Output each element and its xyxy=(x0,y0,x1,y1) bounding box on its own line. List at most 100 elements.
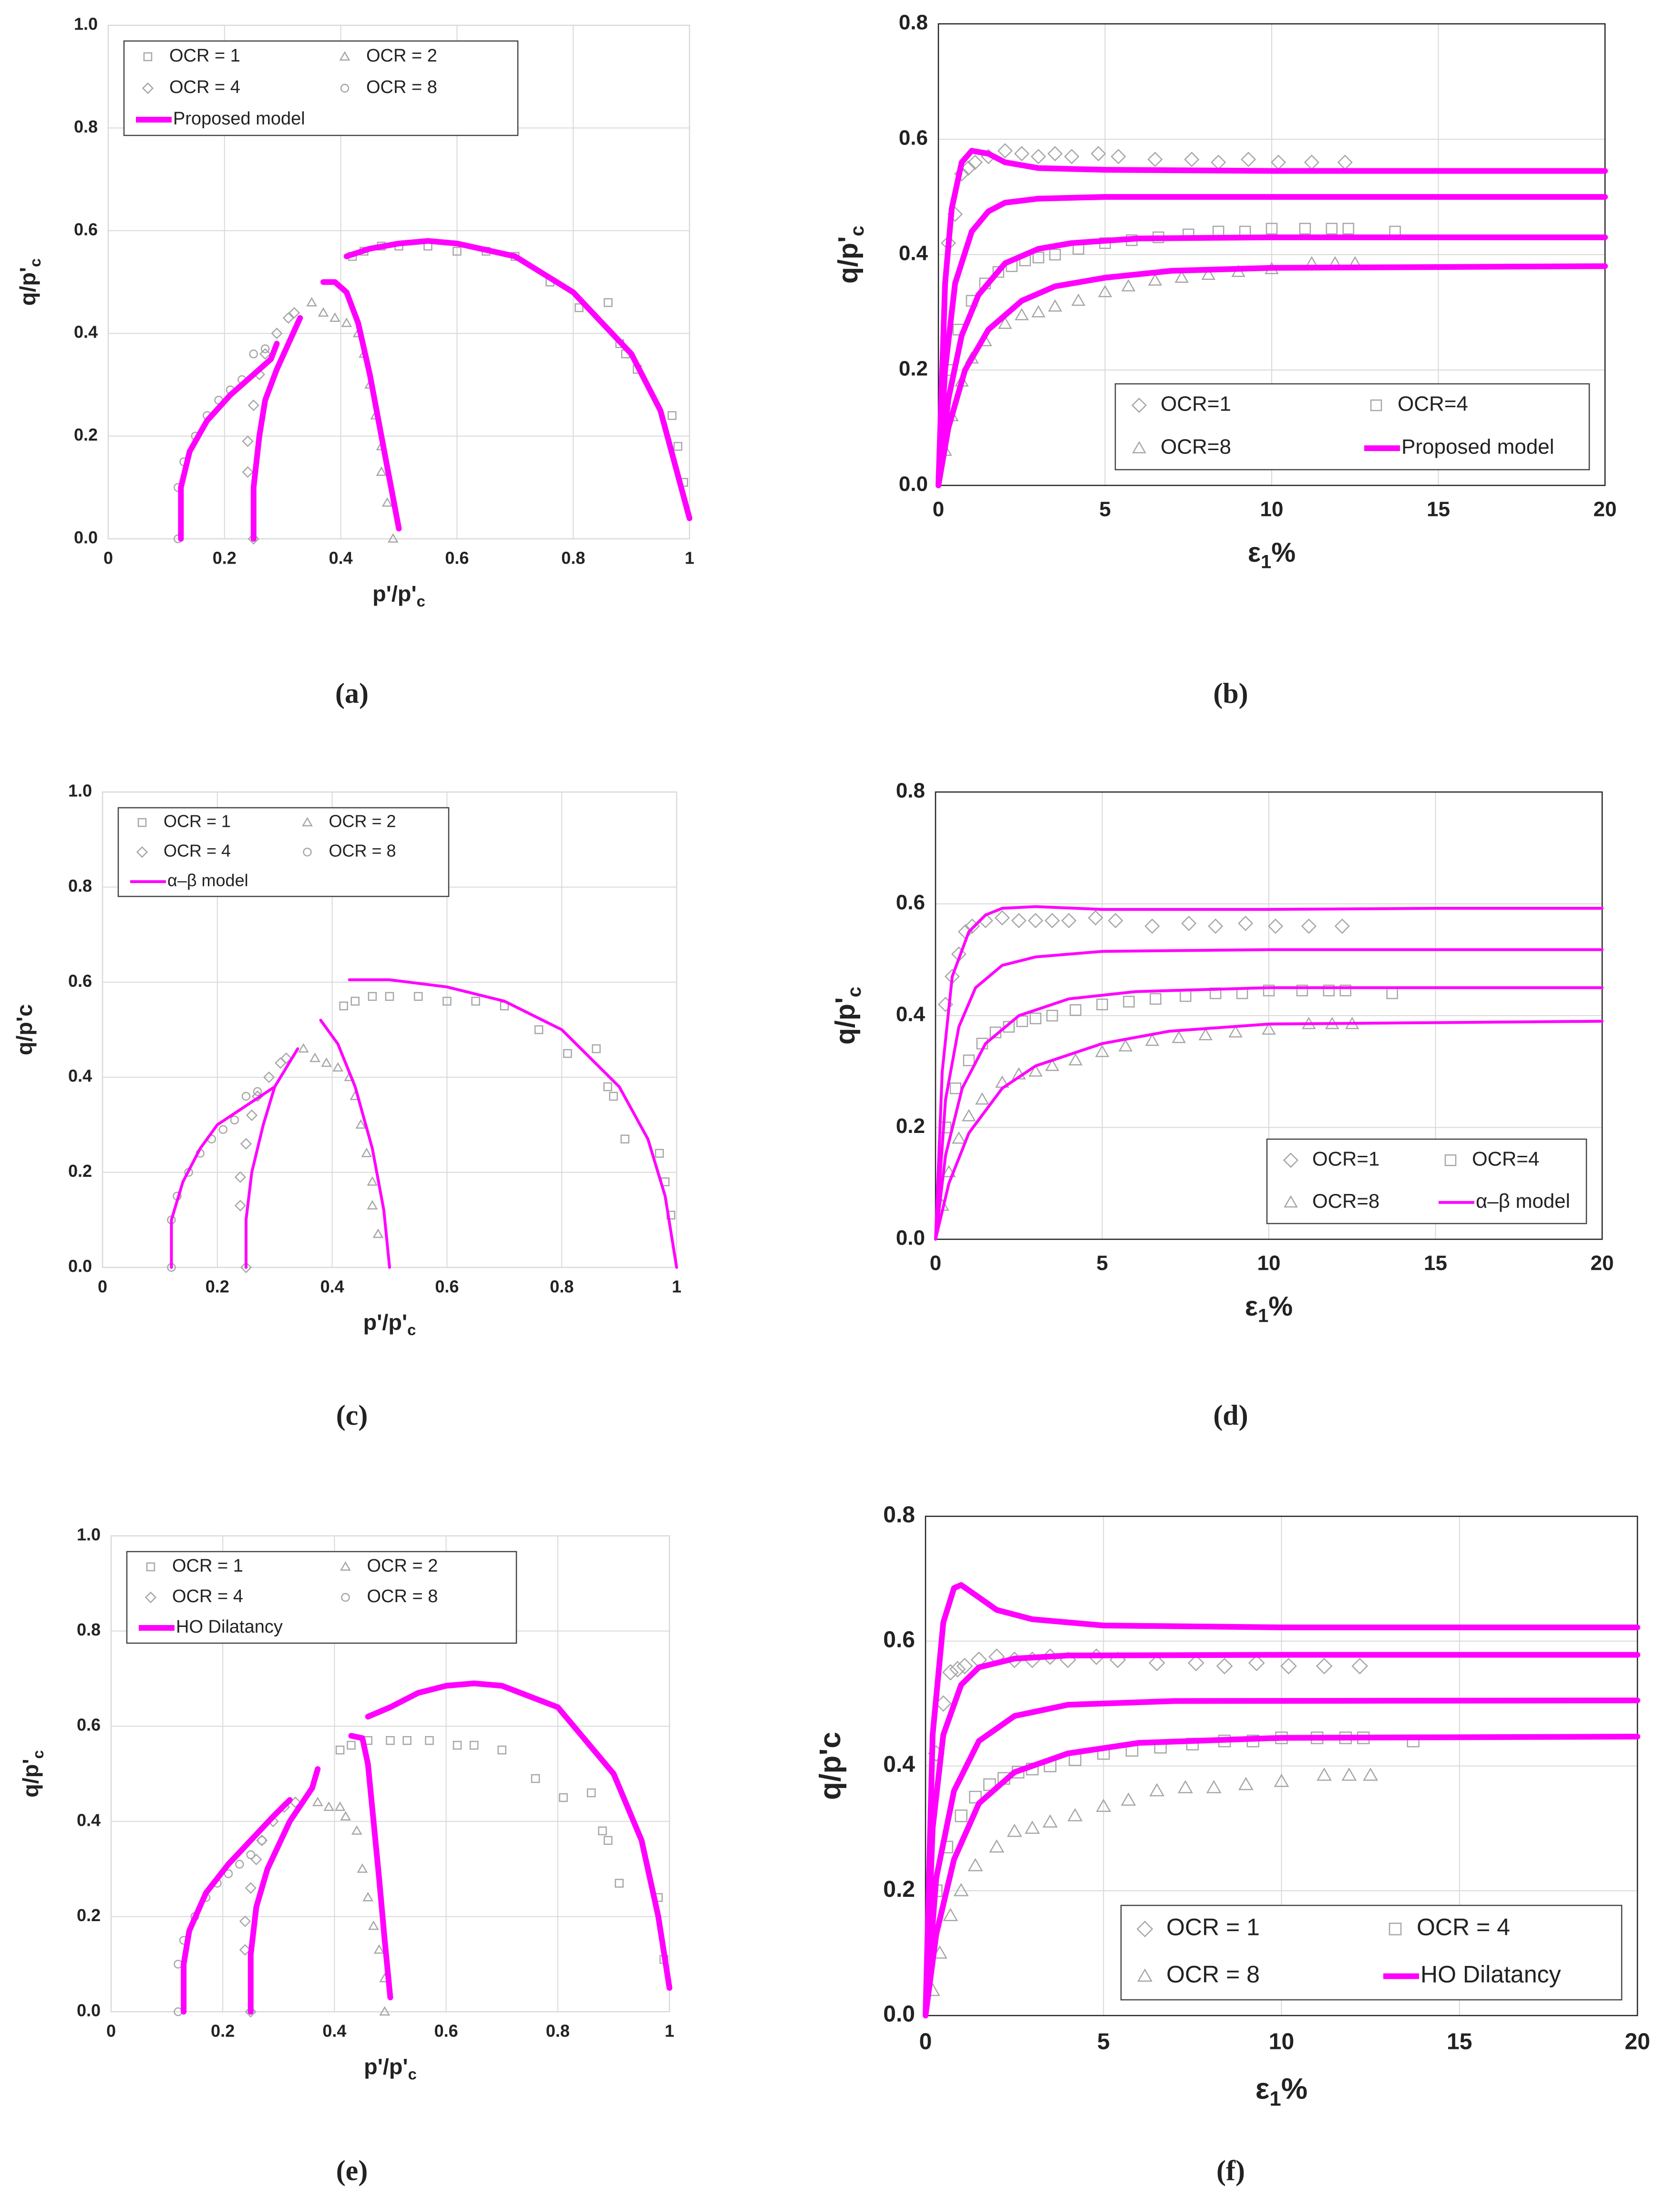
data-point xyxy=(234,1200,247,1212)
y-tick-label: 0.4 xyxy=(896,1003,926,1026)
caption: (a) xyxy=(335,678,369,709)
y-tick-label: 0.0 xyxy=(883,2002,915,2027)
data-point xyxy=(385,992,394,1001)
data-point xyxy=(1177,1780,1193,1793)
caption: (c) xyxy=(336,1399,368,1431)
data-point xyxy=(1121,1792,1136,1806)
data-point xyxy=(668,411,677,420)
data-point xyxy=(942,1165,956,1177)
data-point xyxy=(253,1087,262,1096)
data-point xyxy=(962,1109,976,1121)
data-point xyxy=(1032,251,1044,264)
data-point xyxy=(1108,913,1123,928)
data-point xyxy=(367,1176,378,1186)
data-point xyxy=(453,1740,462,1750)
data-point xyxy=(1014,146,1029,162)
x-tick-label: 0.4 xyxy=(322,2021,346,2041)
axis-label-subscript: c xyxy=(417,592,425,609)
data-point xyxy=(604,298,613,307)
data-point xyxy=(1184,152,1200,167)
plot-frame xyxy=(925,1515,1638,2017)
data-point xyxy=(1123,996,1135,1008)
axis-label-part: p'/p' xyxy=(363,1310,407,1335)
data-point xyxy=(1045,1059,1060,1071)
data-point xyxy=(1091,146,1106,162)
legend-label: OCR=4 xyxy=(1398,392,1468,416)
data-point xyxy=(1216,1657,1233,1675)
legend-label: OCR=1 xyxy=(1312,1147,1379,1170)
y-tick-label: 0.2 xyxy=(896,1114,925,1138)
data-point xyxy=(1201,267,1216,280)
legend-label: OCR = 1 xyxy=(172,1556,243,1576)
data-point xyxy=(1238,916,1254,931)
axis-label-part: q/p' xyxy=(830,997,861,1044)
axis-label-subscript: c xyxy=(844,987,865,997)
legend-marker xyxy=(303,847,312,857)
legend-label: α–β model xyxy=(1476,1190,1570,1212)
data-point xyxy=(994,910,1010,926)
legend-label: HO Dilatancy xyxy=(1420,1961,1561,1988)
data-point xyxy=(1299,223,1311,235)
axis-label: q/p'c xyxy=(18,1750,46,1798)
data-point xyxy=(1208,918,1224,934)
axis-label: q/p'c xyxy=(12,1004,37,1055)
legend-label: OCR = 1 xyxy=(164,812,231,831)
legend-marker xyxy=(146,1562,155,1572)
data-point xyxy=(534,1025,544,1034)
data-point xyxy=(1098,285,1112,298)
y-tick-label: 0.0 xyxy=(74,528,98,547)
data-point xyxy=(246,1109,258,1121)
data-point xyxy=(1341,1767,1357,1781)
legend-label: OCR = 2 xyxy=(366,46,437,66)
data-point xyxy=(1096,998,1108,1010)
data-point xyxy=(969,1790,982,1804)
data-point xyxy=(1317,1767,1332,1781)
legend-label: OCR = 4 xyxy=(164,841,231,861)
x-tick-label: 5 xyxy=(1096,1251,1108,1275)
axis-label: p'/p'c xyxy=(364,2054,417,2082)
data-point xyxy=(953,1883,969,1896)
data-point xyxy=(280,1052,292,1064)
y-tick-label: 0.4 xyxy=(899,242,928,265)
data-point xyxy=(1266,223,1278,235)
data-point xyxy=(1149,1783,1165,1797)
y-tick-label: 0.8 xyxy=(899,11,928,34)
data-point xyxy=(1339,984,1352,997)
legend-label: OCR = 8 xyxy=(366,77,437,97)
y-tick-label: 1.0 xyxy=(74,14,98,34)
legend-label: OCR = 8 xyxy=(1166,1961,1260,1988)
axis-label: q/p'c xyxy=(15,258,43,306)
data-point xyxy=(263,1071,275,1083)
data-point xyxy=(1326,223,1338,235)
data-point xyxy=(609,1091,618,1101)
y-tick-label: 0.2 xyxy=(74,425,98,444)
axis-label-subscript: 1 xyxy=(1269,2087,1281,2110)
data-point xyxy=(1007,1823,1022,1837)
data-point xyxy=(1031,305,1046,318)
data-point xyxy=(218,1125,228,1134)
data-point xyxy=(1334,918,1350,934)
data-point xyxy=(943,1908,958,1922)
data-point xyxy=(260,344,270,353)
data-point xyxy=(952,1131,966,1144)
legend-label: OCR=8 xyxy=(1161,435,1231,459)
data-point xyxy=(259,348,271,360)
data-point xyxy=(1263,984,1275,997)
legend-label: OCR = 8 xyxy=(329,841,396,861)
legend-marker xyxy=(1283,1152,1299,1168)
legend-label: OCR = 4 xyxy=(172,1586,243,1606)
legend-box xyxy=(117,807,450,897)
caption: (f) xyxy=(1216,2155,1245,2186)
legend-label: OCR = 4 xyxy=(169,77,240,97)
legend-label: OCR=1 xyxy=(1161,392,1231,416)
x-tick-label: 1 xyxy=(665,2021,674,2041)
data-point xyxy=(615,1879,624,1888)
axis-label-subscript: c xyxy=(29,1750,47,1759)
data-point xyxy=(1304,154,1319,170)
axis-label-part: q/p'c xyxy=(12,1004,37,1055)
model-curve xyxy=(936,148,1608,488)
data-point xyxy=(471,997,480,1006)
y-tick-label: 0.2 xyxy=(68,1161,92,1181)
data-point xyxy=(234,1171,247,1183)
